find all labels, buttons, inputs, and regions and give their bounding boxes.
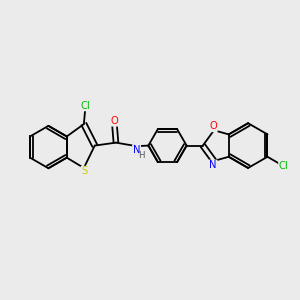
Text: O: O	[111, 116, 119, 126]
Text: N: N	[133, 145, 140, 155]
Text: S: S	[81, 167, 88, 176]
Text: N: N	[209, 160, 217, 170]
Text: Cl: Cl	[80, 100, 90, 110]
Text: O: O	[209, 122, 217, 131]
Text: Cl: Cl	[279, 161, 289, 171]
Text: H: H	[139, 151, 145, 160]
